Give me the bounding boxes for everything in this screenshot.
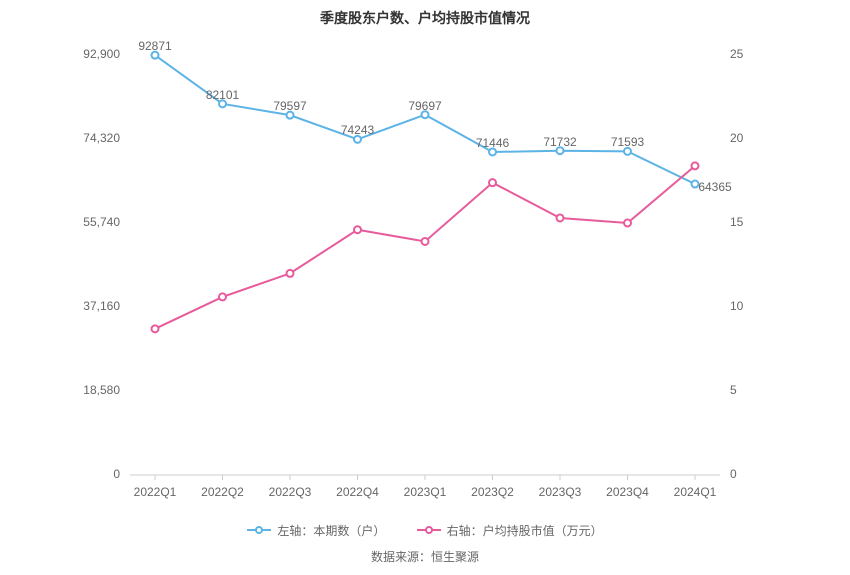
series-a-label: 64365 <box>698 180 731 194</box>
legend-marker-b <box>417 524 441 536</box>
plot-area: 018,58037,16055,74074,32092,900051015202… <box>130 55 720 475</box>
series-a-label: 71446 <box>476 136 509 150</box>
x-tick: 2022Q4 <box>336 485 379 499</box>
series-b-line <box>155 166 695 329</box>
x-tick: 2024Q1 <box>674 485 717 499</box>
legend-item-series-a: 左轴：本期数（户） <box>247 522 385 539</box>
series-b-marker <box>422 238 429 245</box>
x-tick: 2023Q2 <box>471 485 514 499</box>
x-tick: 2023Q3 <box>539 485 582 499</box>
y-left-tick: 0 <box>60 467 120 481</box>
x-tick: 2022Q1 <box>134 485 177 499</box>
series-b-marker <box>489 179 496 186</box>
series-b-marker <box>624 220 631 227</box>
series-a-label: 71593 <box>611 135 644 149</box>
y-left-tick: 37,160 <box>60 299 120 313</box>
plot-svg <box>130 55 720 475</box>
x-tick: 2023Q4 <box>606 485 649 499</box>
x-tick: 2022Q3 <box>269 485 312 499</box>
data-source: 数据来源：恒生聚源 <box>0 548 850 565</box>
y-left-tick: 55,740 <box>60 215 120 229</box>
series-a-label: 74243 <box>341 123 374 137</box>
x-tick: 2022Q2 <box>201 485 244 499</box>
y-right-tick: 0 <box>730 467 770 481</box>
legend-marker-a <box>247 524 271 536</box>
series-a-label: 79597 <box>273 99 306 113</box>
legend: 左轴：本期数（户） 右轴：户均持股市值（万元） <box>0 522 850 540</box>
y-left-tick: 18,580 <box>60 383 120 397</box>
legend-label-b: 右轴：户均持股市值（万元） <box>447 522 603 539</box>
series-b-marker <box>152 325 159 332</box>
y-right-tick: 15 <box>730 215 770 229</box>
series-a-line <box>155 55 695 184</box>
y-left-tick: 92,900 <box>60 47 120 61</box>
series-a-label: 79697 <box>408 99 441 113</box>
y-right-tick: 20 <box>730 131 770 145</box>
series-b-marker <box>287 270 294 277</box>
y-right-tick: 5 <box>730 383 770 397</box>
series-b-marker <box>354 226 361 233</box>
legend-item-series-b: 右轴：户均持股市值（万元） <box>417 522 603 539</box>
chart-title: 季度股东户数、户均持股市值情况 <box>0 8 850 28</box>
series-b-marker <box>557 214 564 221</box>
y-left-tick: 74,320 <box>60 131 120 145</box>
series-a-label: 71732 <box>543 135 576 149</box>
series-a-label: 92871 <box>138 39 171 53</box>
series-b-marker <box>692 162 699 169</box>
chart-container: 季度股东户数、户均持股市值情况 018,58037,16055,74074,32… <box>0 0 850 575</box>
y-right-tick: 25 <box>730 47 770 61</box>
y-right-tick: 10 <box>730 299 770 313</box>
legend-label-a: 左轴：本期数（户） <box>277 522 385 539</box>
x-tick: 2023Q1 <box>404 485 447 499</box>
series-a-label: 82101 <box>206 88 239 102</box>
series-b-marker <box>219 293 226 300</box>
